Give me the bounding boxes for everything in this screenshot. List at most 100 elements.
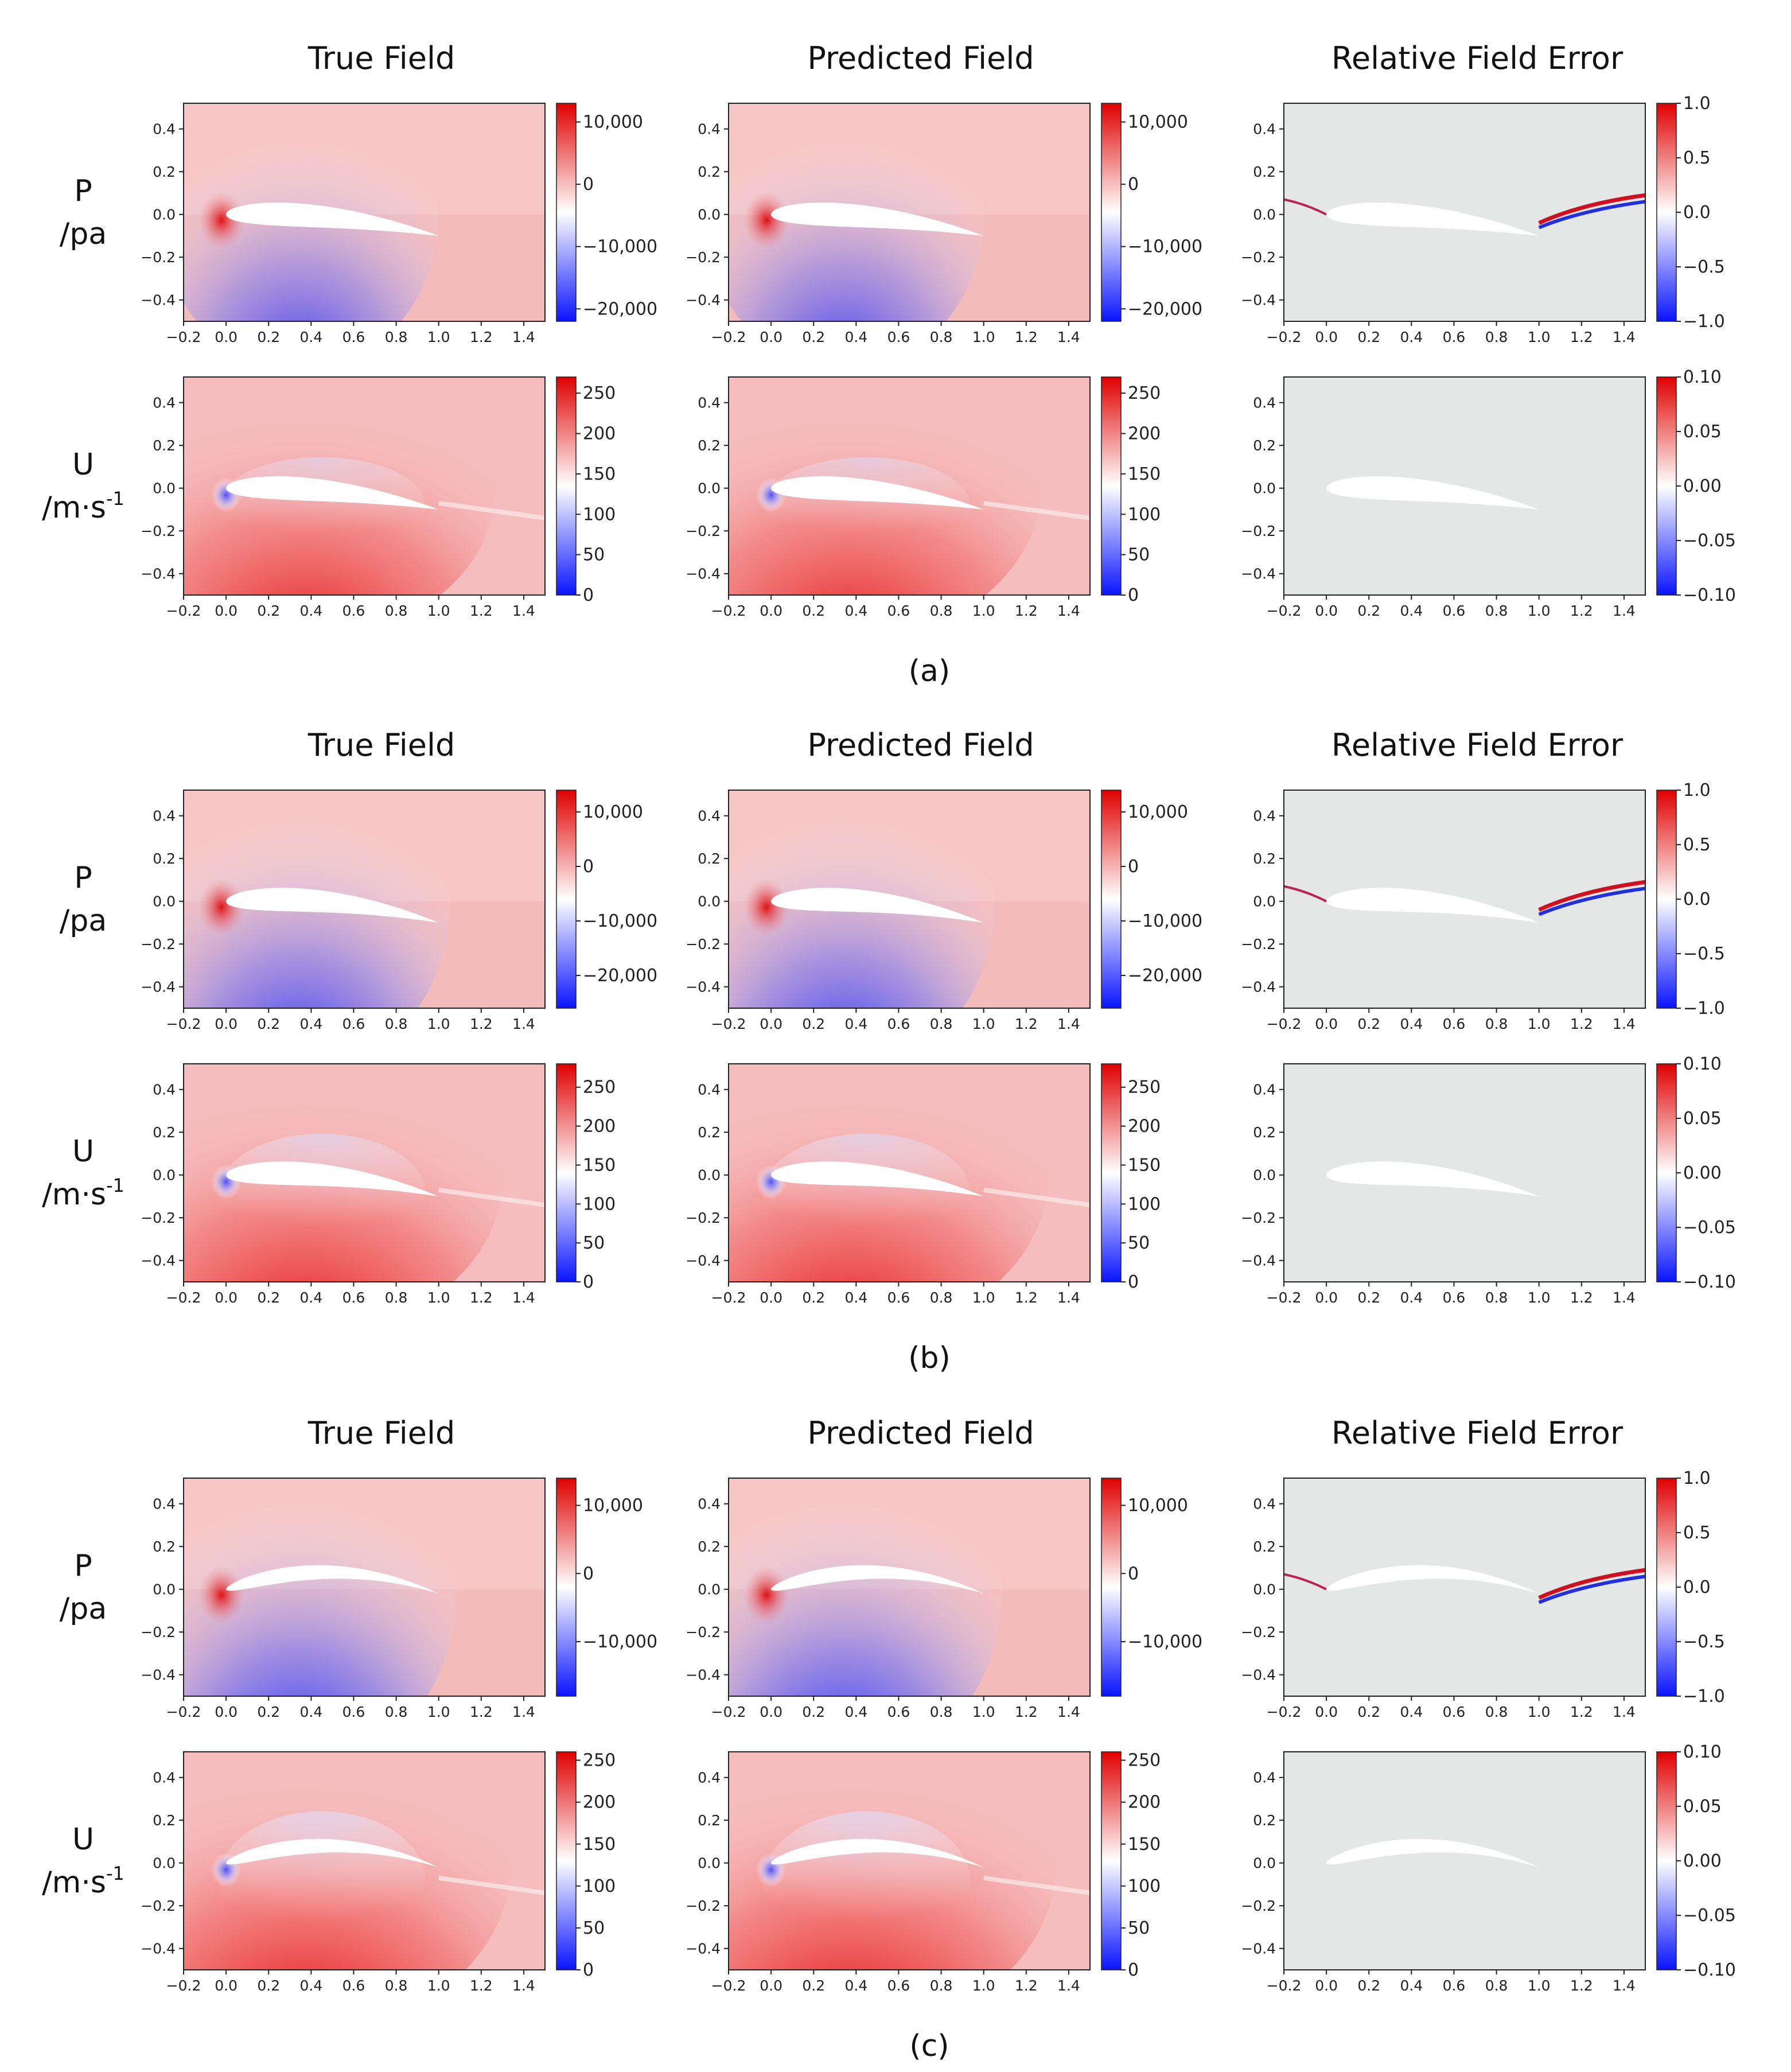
x-tick-label: 0.0 — [760, 1704, 782, 1720]
x-tick-label: 0.4 — [844, 1016, 867, 1032]
colorbar-tick-label: −20,000 — [583, 299, 657, 319]
x-tick-label: 0.0 — [1315, 329, 1338, 345]
y-tick-label: −0.2 — [686, 1898, 721, 1914]
y-tick-label: 0.2 — [1253, 164, 1276, 180]
x-tick-label: 0.6 — [342, 1289, 365, 1306]
colorbar-tick-label: 50 — [1128, 1918, 1150, 1938]
suction-region — [729, 1478, 1002, 1696]
x-tick-label: 0.6 — [342, 1016, 365, 1032]
x-tick-label: 0.0 — [215, 602, 237, 619]
colorbar-tick-label: −1.0 — [1683, 1686, 1725, 1706]
row-label-unit: /m·s-1 — [42, 1175, 124, 1212]
x-tick-label: 0.0 — [215, 329, 237, 345]
airfoil-shape — [1326, 476, 1539, 510]
x-tick-label: 0.8 — [385, 329, 408, 345]
x-tick-label: 0.4 — [844, 329, 867, 345]
x-tick-label: 1.4 — [512, 329, 535, 345]
x-tick-label: 0.4 — [1400, 1977, 1423, 1994]
y-tick-label: −0.4 — [686, 566, 721, 582]
colorbar-tick-label: 10,000 — [1128, 112, 1188, 133]
colorbar-tick-label: −0.10 — [1683, 585, 1736, 605]
colorbar-tick-label: 1.0 — [1683, 1468, 1711, 1488]
colorbar-tick-label: 0 — [583, 1564, 594, 1584]
y-tick-label: 0.2 — [698, 437, 721, 454]
y-tick-label: 0.0 — [698, 480, 721, 497]
colorbar-tick-label: −0.05 — [1683, 1218, 1736, 1238]
y-tick-label: 0.0 — [153, 480, 176, 497]
x-tick-label: −0.2 — [166, 1016, 201, 1032]
x-tick-label: 0.2 — [257, 1016, 280, 1032]
error-streak-red — [1538, 880, 1645, 912]
colorbar — [1656, 1751, 1677, 1970]
x-tick-label: 1.0 — [427, 1289, 450, 1306]
x-tick-label: −0.2 — [1267, 1977, 1302, 1994]
y-tick-label: −0.2 — [141, 1898, 176, 1914]
low-speed-region — [763, 457, 970, 554]
airfoil-shape — [226, 476, 439, 510]
x-tick-label: 0.4 — [844, 1289, 867, 1306]
y-tick-label: 0.2 — [1253, 1812, 1276, 1829]
y-tick-label: 0.2 — [698, 1812, 721, 1829]
colorbar — [1101, 1063, 1122, 1282]
colorbar-tick-label: 200 — [1128, 1793, 1161, 1813]
airfoil-shape — [226, 1838, 439, 1868]
subplot-P-relative-field-error: −0.2 0.0 0.2 0.4 0.6 0.8 1.0 1.2 1.4 0.4 0.2 0.0 −0.… — [1241, 780, 1725, 1032]
y-tick-label: 0.4 — [698, 1770, 721, 1786]
y-tick-label: 0.4 — [153, 808, 176, 825]
y-tick-label: 0.0 — [153, 1167, 176, 1184]
x-tick-label: 0.8 — [930, 1704, 953, 1720]
colorbar-tick-label: 10,000 — [1128, 1496, 1188, 1516]
panel-caption: (c) — [909, 2029, 949, 2063]
y-tick-label: 0.4 — [698, 1496, 721, 1513]
airfoil-shape — [226, 888, 439, 923]
colorbar-tick-label: −0.5 — [1683, 1632, 1725, 1652]
x-tick-label: 1.0 — [1528, 1289, 1551, 1306]
colorbar-tick-label: −10,000 — [1128, 911, 1202, 931]
column-title: Relative Field Error — [1331, 40, 1623, 76]
y-tick-label: 0.2 — [1253, 437, 1276, 454]
stagnation-point — [198, 1566, 245, 1624]
plot-frame — [183, 1751, 546, 1970]
y-tick-label: −0.4 — [1241, 979, 1276, 996]
x-tick-label: 1.2 — [1015, 1977, 1038, 1994]
airfoil-shape — [226, 1565, 439, 1594]
colorbar-tick-label: 150 — [583, 464, 616, 484]
x-tick-label: 0.8 — [930, 1977, 953, 1994]
stagnation-point — [743, 878, 790, 936]
stagnation-point — [198, 191, 245, 249]
row-label-unit: /pa — [60, 1592, 107, 1626]
plot-frame — [1283, 103, 1646, 322]
x-tick-label: 0.6 — [1443, 1016, 1466, 1032]
colorbar-tick-label: −10,000 — [583, 1632, 657, 1652]
y-tick-label: −0.4 — [141, 979, 176, 996]
y-tick-label: 0.2 — [1253, 850, 1276, 867]
error-streak-red — [1538, 193, 1645, 225]
x-tick-label: −0.2 — [711, 1016, 746, 1032]
x-tick-label: 0.4 — [299, 1016, 322, 1032]
x-tick-label: 0.8 — [930, 602, 953, 619]
subplot-P-relative-field-error: −0.2 0.0 0.2 0.4 0.6 0.8 1.0 1.2 1.4 0.4 0.2 0.0 −0.… — [1241, 94, 1725, 345]
x-tick-label: 0.4 — [1400, 1704, 1423, 1720]
y-tick-label: 0.4 — [698, 1082, 721, 1098]
x-tick-label: 0.2 — [802, 1016, 825, 1032]
colorbar-tick-label: 0.0 — [1683, 203, 1711, 223]
x-tick-label: 1.4 — [1613, 1289, 1636, 1306]
x-tick-label: 0.6 — [1443, 602, 1466, 619]
airfoil-shape — [226, 1161, 439, 1196]
colorbar-tick-label: −0.5 — [1683, 944, 1725, 964]
x-tick-label: 1.0 — [972, 1704, 995, 1720]
y-tick-label: 0.4 — [1253, 1770, 1276, 1786]
x-tick-label: 0.2 — [802, 1977, 825, 1994]
y-tick-label: 0.4 — [153, 1082, 176, 1098]
x-tick-label: 0.0 — [760, 329, 782, 345]
x-tick-label: 0.2 — [257, 1289, 280, 1306]
y-tick-label: −0.4 — [141, 1667, 176, 1684]
y-tick-label: −0.2 — [1241, 249, 1276, 266]
x-tick-label: 0.8 — [930, 1016, 953, 1032]
y-tick-label: 0.0 — [1253, 1855, 1276, 1872]
airfoil-shape — [1326, 1565, 1539, 1594]
x-tick-label: 1.0 — [972, 329, 995, 345]
colorbar-tick-label: 0.00 — [1683, 476, 1722, 496]
column-title: Predicted Field — [807, 1415, 1034, 1451]
y-tick-label: 0.4 — [698, 808, 721, 825]
